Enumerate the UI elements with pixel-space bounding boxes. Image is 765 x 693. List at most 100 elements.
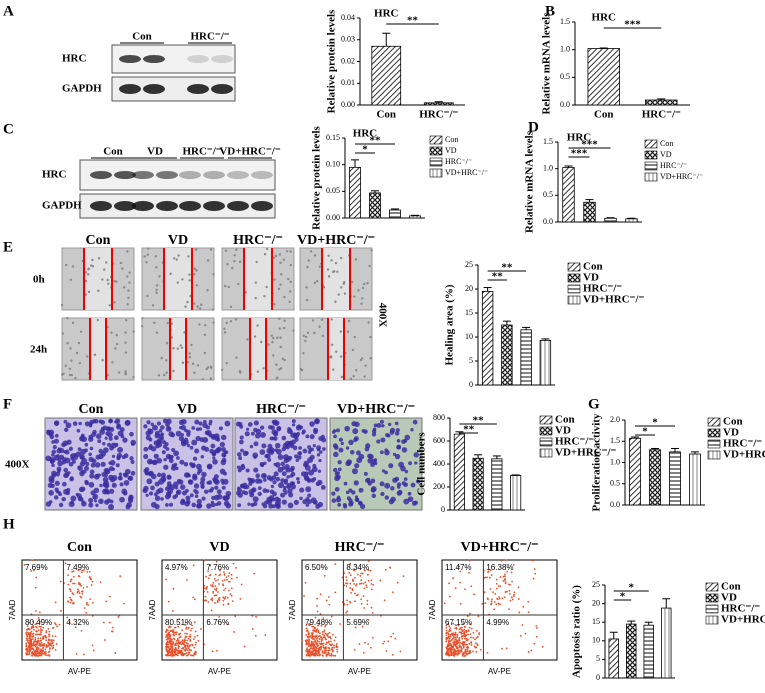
event (85, 603, 88, 606)
cell (305, 286, 308, 289)
cell (194, 490, 199, 495)
cell (327, 254, 330, 257)
cell (108, 419, 113, 424)
event (232, 562, 235, 565)
event (188, 649, 191, 651)
cell (353, 295, 356, 298)
event (82, 586, 85, 589)
legend-label: Con (721, 581, 741, 593)
event (356, 573, 359, 576)
bar (604, 217, 617, 223)
event (175, 639, 178, 642)
cell (196, 498, 202, 505)
cell (278, 482, 284, 489)
event (318, 640, 321, 643)
y-tick-label: 5 (469, 356, 473, 365)
cell (337, 293, 340, 296)
event (40, 631, 43, 634)
cell (195, 427, 200, 432)
cell (99, 483, 103, 488)
event (456, 636, 459, 638)
cell (211, 451, 217, 457)
cell (390, 486, 395, 491)
cell (195, 284, 199, 287)
cell (76, 428, 81, 433)
cell (71, 321, 75, 325)
event (508, 589, 511, 592)
cell (289, 280, 292, 284)
cell (372, 427, 377, 431)
cell (51, 470, 57, 477)
event (445, 640, 448, 643)
cell (70, 495, 77, 502)
event (317, 619, 320, 622)
event (171, 647, 174, 650)
cell (105, 261, 108, 264)
event (211, 650, 214, 653)
event (490, 600, 493, 603)
cell (160, 432, 165, 436)
event (28, 632, 30, 634)
cell (54, 487, 59, 492)
event (518, 611, 521, 614)
cell (91, 432, 97, 437)
cell (78, 421, 82, 426)
legend-swatch (644, 161, 658, 171)
event (204, 595, 207, 598)
event (502, 575, 505, 578)
cell (211, 308, 215, 311)
cell (308, 448, 313, 453)
cell (293, 499, 299, 506)
event (193, 621, 196, 623)
cell (316, 447, 321, 452)
cell (278, 368, 281, 371)
event (447, 647, 449, 650)
cell (370, 478, 376, 484)
cell (268, 503, 274, 509)
event (504, 582, 507, 585)
event (88, 576, 91, 578)
cell (266, 499, 273, 505)
cell (209, 365, 212, 368)
event (489, 569, 492, 572)
event (174, 646, 177, 649)
event (468, 643, 471, 645)
event (358, 582, 361, 585)
event (454, 634, 457, 637)
cell (309, 250, 313, 253)
magnification: 400X (5, 459, 30, 471)
event (184, 646, 187, 648)
event (360, 579, 363, 582)
cell (187, 479, 193, 485)
event (366, 573, 369, 576)
cell (100, 461, 106, 467)
band (203, 201, 225, 211)
cell (305, 434, 310, 439)
cell (132, 375, 135, 379)
cell (261, 502, 265, 506)
cell (252, 452, 259, 459)
cell (335, 497, 342, 503)
event (253, 572, 256, 575)
event (222, 584, 225, 587)
event (183, 643, 186, 646)
cell (304, 335, 308, 339)
cell (271, 504, 276, 509)
row-label: 24h (30, 344, 47, 356)
event (37, 637, 40, 640)
cell (80, 433, 85, 438)
cell (61, 496, 66, 502)
cell (348, 501, 354, 507)
cell (176, 456, 180, 460)
cell (167, 475, 172, 480)
band (211, 55, 233, 63)
y-tick-label: 1.0 (610, 457, 620, 466)
cell (173, 481, 179, 488)
event (171, 655, 174, 657)
cell (151, 304, 155, 307)
event (462, 618, 465, 621)
legend-label: HRC⁻/⁻ (723, 438, 762, 450)
cell (145, 493, 149, 497)
cell (193, 371, 196, 375)
event (186, 643, 189, 646)
